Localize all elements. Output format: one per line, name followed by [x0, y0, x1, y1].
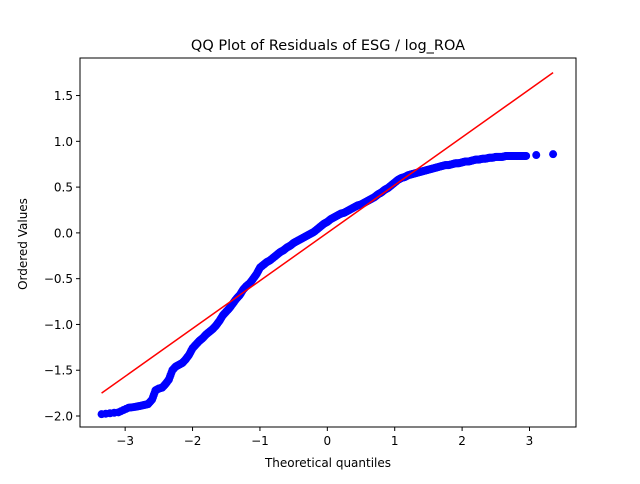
plot-frame	[79, 57, 577, 428]
data-point	[522, 151, 531, 160]
chart-title: QQ Plot of Residuals of ESG / log_ROA	[191, 38, 465, 54]
x-axis-label: Theoretical quantiles	[264, 456, 391, 470]
x-tick-label: −1	[251, 434, 269, 448]
y-tick-label: 0.0	[54, 226, 73, 240]
data-point	[549, 150, 558, 159]
fit-line	[101, 72, 554, 394]
y-tick-label: −1.5	[44, 364, 73, 378]
x-tick-label: −3	[116, 434, 134, 448]
y-tick-label: 1.5	[54, 89, 73, 103]
y-tick-label: −2.0	[44, 410, 73, 424]
x-ticks: −3 −2 −1 0 1 2 3	[116, 427, 533, 448]
x-tick-label: 3	[526, 434, 534, 448]
y-tick-label: −1.0	[44, 318, 73, 332]
data-point	[532, 151, 541, 160]
x-tick-label: 0	[324, 434, 332, 448]
x-tick-label: 2	[458, 434, 466, 448]
x-tick-label: −2	[184, 434, 202, 448]
y-tick-label: 0.5	[54, 181, 73, 195]
y-ticks: −2.0 −1.5 −1.0 −0.5 0.0 0.5 1.0 1.5	[44, 89, 80, 424]
fit-line-group	[101, 72, 554, 394]
x-tick-label: 1	[391, 434, 399, 448]
y-axis-label: Ordered Values	[16, 198, 30, 290]
y-tick-label: −0.5	[44, 272, 73, 286]
y-tick-label: 1.0	[54, 135, 73, 149]
